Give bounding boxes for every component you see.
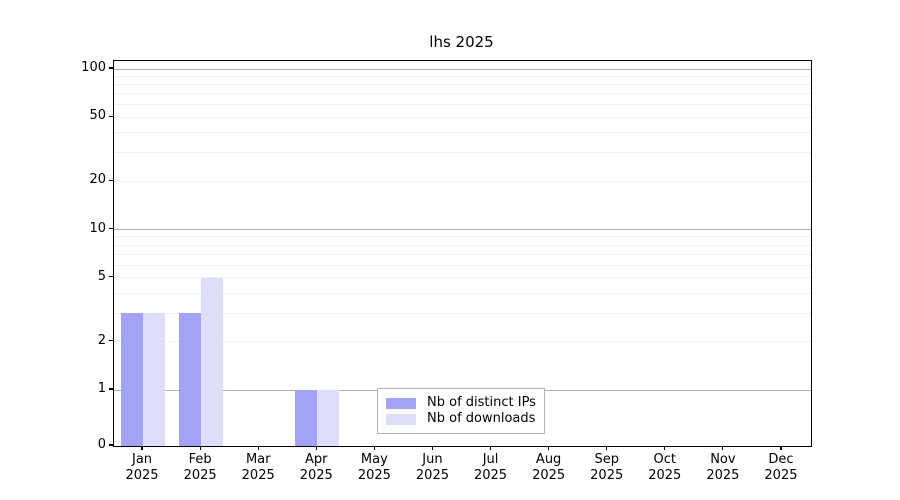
y-tick-mark	[109, 340, 113, 342]
y-tick-mark	[109, 115, 113, 117]
gridline-minor	[114, 84, 811, 86]
x-tick-label-jan: Jan 2025	[112, 452, 172, 484]
x-tick-month: Dec	[768, 452, 794, 467]
y-tick-label: 10	[89, 220, 106, 236]
x-tick-label-nov: Nov 2025	[693, 452, 753, 484]
x-tick-year: 2025	[183, 468, 217, 483]
x-tick-label-oct: Oct 2025	[635, 452, 695, 484]
x-tick-year: 2025	[764, 468, 798, 483]
x-tick-label-jun: Jun 2025	[402, 452, 462, 484]
y-tick-label: 20	[89, 172, 106, 188]
gridline-minor	[114, 277, 811, 279]
x-tick-mark	[548, 446, 550, 450]
x-tick-mark	[315, 446, 317, 450]
legend-item-ips: Nb of distinct IPs	[386, 395, 536, 411]
x-tick-month: Oct	[653, 452, 677, 467]
x-tick-year: 2025	[532, 468, 566, 483]
x-tick-mark	[431, 446, 434, 450]
x-tick-label-sep: Sep 2025	[577, 452, 637, 484]
gridline-minor	[114, 341, 811, 343]
gridline-minor	[114, 253, 811, 255]
x-tick-year: 2025	[125, 468, 159, 483]
x-tick-year: 2025	[706, 468, 740, 483]
x-tick-mark	[373, 446, 375, 450]
x-tick-year: 2025	[241, 468, 275, 483]
gridline-minor	[114, 292, 811, 294]
y-tick-label: 1	[97, 381, 106, 396]
y-tick-label: 5	[97, 268, 106, 284]
x-tick-year: 2025	[357, 468, 391, 483]
legend-label-ips: Nb of distinct IPs	[427, 395, 536, 410]
bar-jan-downloads	[143, 313, 166, 446]
x-tick-mark	[722, 446, 724, 450]
y-tick-label: 2	[97, 332, 106, 348]
x-tick-year: 2025	[590, 468, 624, 483]
y-tick-label: 100	[81, 60, 106, 75]
x-tick-mark	[664, 446, 666, 450]
y-tick-mark	[109, 179, 113, 181]
x-tick-year: 2025	[473, 468, 508, 483]
x-tick-label-feb: Feb 2025	[170, 452, 230, 484]
legend-swatch-ips	[386, 397, 416, 409]
gridline-major	[114, 229, 811, 230]
x-tick-month: Sep	[594, 452, 619, 467]
x-tick-month: Nov	[710, 452, 736, 467]
x-tick-month: May	[360, 452, 388, 467]
x-tick-year: 2025	[415, 468, 449, 483]
x-tick-label-mar: Mar 2025	[228, 452, 288, 484]
gridline-minor	[114, 104, 811, 106]
chart-legend: Nb of distinct IPs Nb of downloads	[377, 388, 545, 434]
y-tick-mark	[109, 227, 113, 230]
y-tick-mark	[109, 444, 113, 446]
x-tick-label-apr: Apr 2025	[286, 452, 346, 484]
x-tick-mark	[257, 446, 259, 450]
chart-title: lhs 2025	[429, 33, 494, 51]
bar-apr-ips	[295, 390, 318, 446]
gridline-major	[114, 68, 811, 70]
x-tick-mark	[489, 446, 492, 450]
x-tick-month: Mar	[245, 452, 271, 467]
x-tick-year: 2025	[648, 468, 682, 483]
legend-swatch-downloads	[386, 413, 416, 425]
x-tick-month: Aug	[535, 452, 562, 467]
y-tick-mark	[109, 276, 113, 278]
x-tick-month: Jul	[482, 452, 499, 467]
x-tick-mark	[780, 446, 782, 450]
x-tick-label-jul: Jul 2025	[461, 452, 521, 484]
gridline-minor	[114, 152, 811, 154]
x-tick-month: Jan	[132, 452, 153, 467]
y-tick-mark	[109, 67, 113, 69]
x-tick-label-may: May 2025	[344, 452, 404, 484]
y-tick-label: 50	[89, 108, 106, 124]
gridline-minor	[114, 244, 811, 246]
y-tick-label: 0	[97, 437, 106, 452]
gridline-minor	[114, 312, 811, 314]
y-tick-mark	[109, 388, 113, 390]
gridline-minor	[114, 75, 811, 77]
bar-jan-ips	[121, 313, 144, 446]
legend-item-downloads: Nb of downloads	[386, 411, 536, 427]
x-tick-month: Apr	[305, 452, 328, 467]
bar-feb-ips	[179, 313, 202, 446]
legend-label-downloads: Nb of downloads	[427, 411, 536, 426]
gridline-minor	[114, 132, 811, 134]
gridline-minor	[114, 93, 811, 95]
gridline-minor	[114, 180, 811, 182]
x-tick-year: 2025	[299, 468, 333, 483]
x-tick-month: Feb	[188, 452, 212, 467]
x-tick-label-dec: Dec 2025	[751, 452, 811, 484]
plot-area	[113, 60, 812, 447]
x-tick-mark	[606, 446, 608, 450]
x-tick-label-aug: Aug 2025	[519, 452, 579, 484]
gridline-minor	[114, 264, 811, 266]
bar-feb-downloads	[201, 277, 224, 446]
gridline-minor	[114, 236, 811, 238]
x-tick-month: Jun	[422, 452, 443, 467]
x-tick-mark	[141, 446, 143, 450]
x-tick-mark	[199, 446, 201, 450]
gridline-minor	[114, 116, 811, 118]
bar-apr-downloads	[317, 390, 340, 446]
